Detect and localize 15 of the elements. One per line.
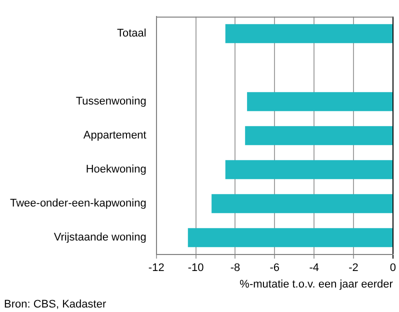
text: Bron: CBS, Kadaster	[4, 298, 106, 311]
y-tick-label: Appartement	[83, 130, 146, 142]
x-tick-label: -6	[270, 262, 280, 274]
x-tick-label: -10	[188, 262, 204, 274]
x-tick-label: -8	[230, 262, 240, 274]
x-tick-label: -2	[348, 262, 358, 274]
y-tick-label: Twee-onder-een-kapwoning	[10, 198, 146, 210]
x-tick-label: -4	[309, 262, 319, 274]
x-tick-label: -12	[148, 262, 164, 274]
x-axis-title: %-mutatie t.o.v. een jaar eerder	[240, 278, 394, 290]
y-tick-label: Totaal	[117, 28, 146, 40]
y-tick-label: Tussenwoning	[76, 96, 146, 108]
x-tick-label: 0	[390, 262, 396, 274]
y-tick-label: Hoekwoning	[86, 164, 146, 176]
y-tick-label: Vrijstaande woning	[54, 232, 146, 244]
